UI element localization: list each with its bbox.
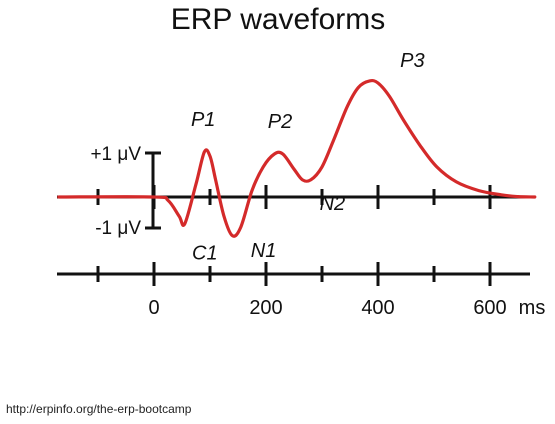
time-tick-label: 200 bbox=[249, 297, 282, 319]
component-labels: C1 P1 N1 P2 N2 P3 bbox=[191, 50, 425, 265]
component-label-n1: N1 bbox=[251, 240, 277, 262]
voltage-scale-bar bbox=[145, 151, 161, 230]
component-label-p3: P3 bbox=[400, 50, 424, 72]
time-axis bbox=[57, 262, 530, 286]
erp-waveform-line bbox=[57, 78, 537, 238]
source-url: http://erpinfo.org/the-erp-bootcamp bbox=[6, 402, 192, 416]
time-tick-label: 600 bbox=[473, 297, 506, 319]
component-label-p1: P1 bbox=[191, 109, 215, 131]
time-tick-label: 0 bbox=[148, 297, 159, 319]
scale-plus-label: +1 μV bbox=[90, 144, 141, 165]
time-tick-label: 400 bbox=[361, 297, 394, 319]
time-axis-unit-label: ms bbox=[519, 297, 546, 319]
figure-title: ERP waveforms bbox=[171, 3, 386, 36]
component-label-n2: N2 bbox=[320, 193, 346, 215]
component-label-p2: P2 bbox=[268, 111, 292, 133]
time-axis-labels: 0 200 400 600 bbox=[148, 297, 506, 319]
component-label-c1: C1 bbox=[192, 243, 218, 265]
scale-minus-label: -1 μV bbox=[95, 218, 141, 239]
